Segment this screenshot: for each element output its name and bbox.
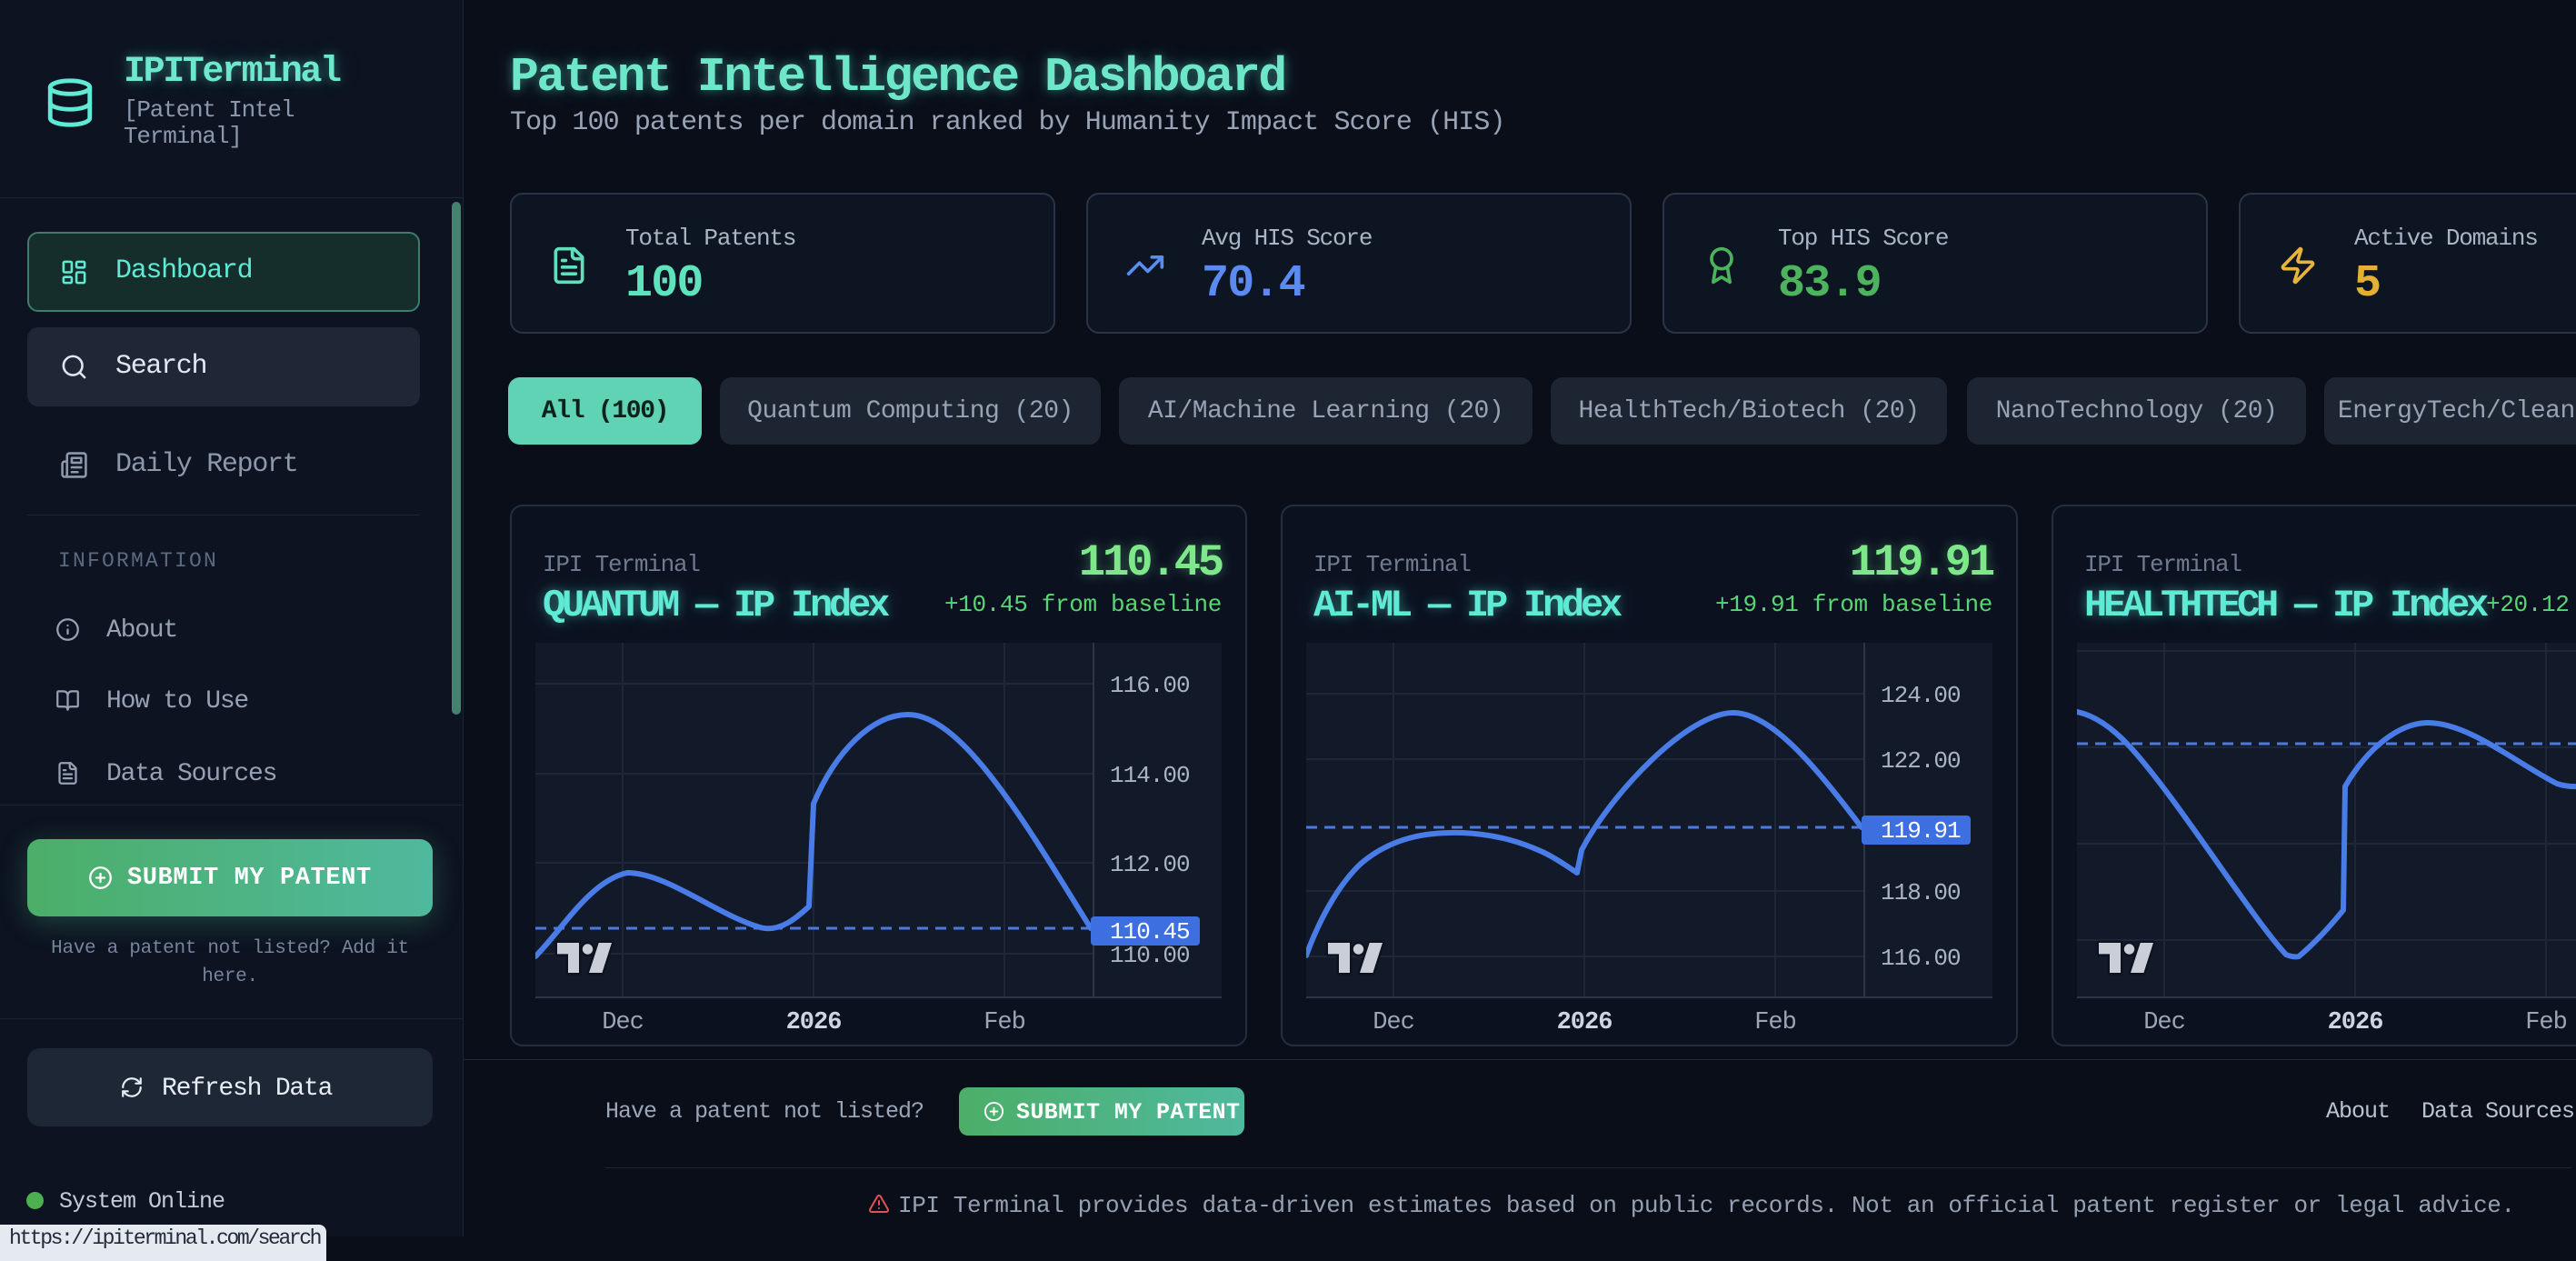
svg-text:116.00: 116.00 [1110,672,1190,699]
svg-text:Feb: Feb [983,1009,1025,1036]
svg-text:122.00: 122.00 [1881,747,1961,775]
svg-text:Feb: Feb [2525,1009,2567,1036]
svg-text:110.45: 110.45 [1110,918,1190,946]
svg-text:114.00: 114.00 [1110,762,1190,789]
svg-text:118.00: 118.00 [1881,879,1961,906]
svg-text:Dec: Dec [602,1009,644,1036]
svg-text:116.00: 116.00 [1881,945,1961,972]
svg-text:2026: 2026 [786,1009,842,1036]
svg-text:Dec: Dec [1373,1009,1414,1036]
svg-text:2026: 2026 [2328,1009,2383,1036]
svg-text:Feb: Feb [1754,1009,1796,1036]
svg-text:Dec: Dec [2143,1009,2185,1036]
svg-text:110.00: 110.00 [1110,942,1190,969]
svg-text:119.91: 119.91 [1881,817,1961,845]
svg-text:2026: 2026 [1557,1009,1612,1036]
svg-text:124.00: 124.00 [1881,682,1961,709]
svg-text:112.00: 112.00 [1110,851,1190,878]
